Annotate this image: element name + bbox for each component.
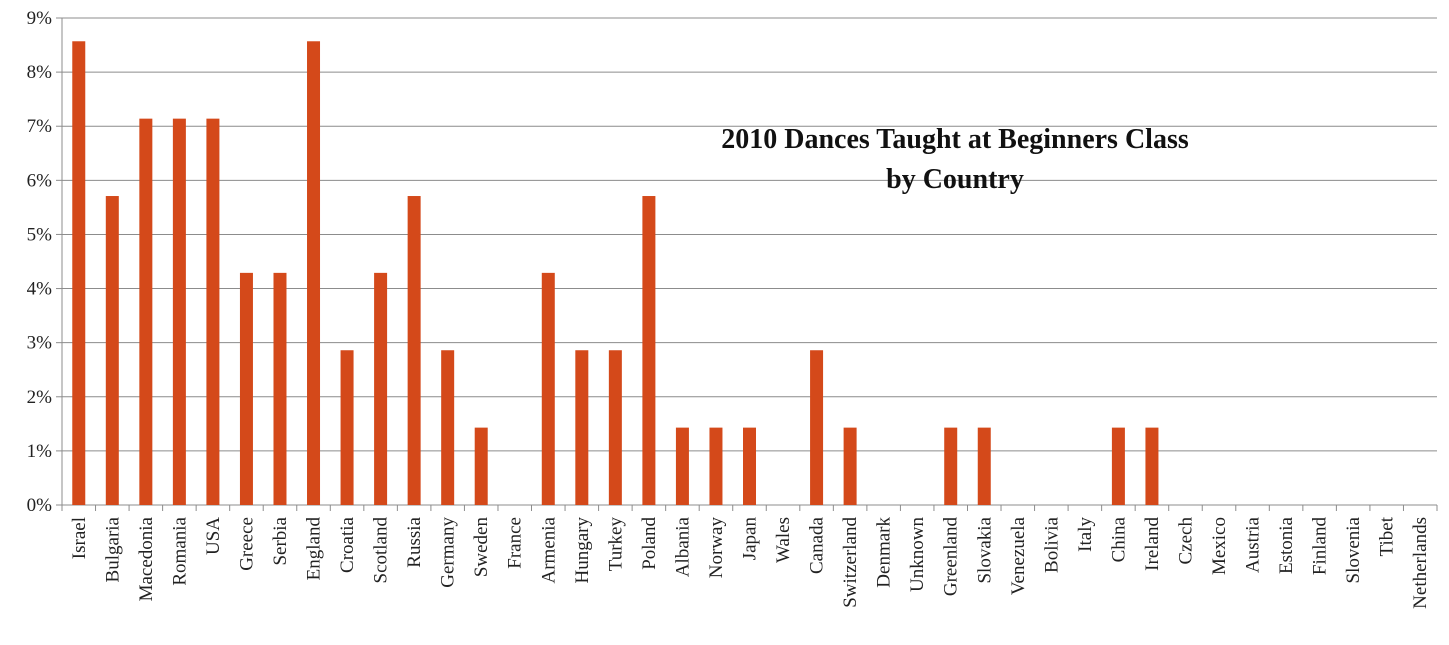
bar-serbia	[273, 272, 287, 505]
x-tick-label: Finland	[1310, 517, 1331, 576]
x-tick-label: Albania	[672, 516, 693, 577]
x-tick-label: Bulgaria	[102, 516, 123, 582]
bar-macedonia	[139, 118, 153, 505]
y-tick-label: 7%	[27, 116, 53, 137]
bar-england	[307, 41, 321, 506]
bar-bulgaria	[105, 196, 119, 505]
x-tick-label: Canada	[807, 516, 828, 574]
x-tick-label: Hungary	[572, 517, 593, 584]
bar-israel	[72, 41, 86, 506]
y-tick-label: 8%	[27, 62, 53, 83]
bars	[72, 41, 1159, 506]
bar-turkey	[608, 350, 622, 505]
x-tick-label: Germany	[438, 517, 459, 588]
y-tick-labels: 0% 1% 2% 3% 4% 5% 6% 7% 8% 9%	[27, 8, 53, 516]
x-tick-label: Netherlands	[1410, 517, 1431, 609]
x-tick-label: Bolivia	[1041, 516, 1062, 573]
x-tick-label: Switzerland	[840, 517, 861, 608]
y-tick-label: 4%	[27, 279, 53, 300]
bar-scotland	[374, 272, 388, 505]
x-tick-label: France	[505, 517, 526, 569]
x-tick-label: Greenland	[941, 517, 962, 597]
x-tick-label: Greece	[236, 517, 257, 571]
x-tick-label: Ireland	[1142, 517, 1163, 571]
x-tick-label: Italy	[1075, 517, 1096, 552]
chart-title-line-2: by Country	[886, 164, 1024, 195]
x-tick-label: China	[1108, 516, 1129, 562]
y-tick-label: 5%	[27, 224, 53, 245]
x-tick-label: Sweden	[471, 517, 492, 578]
chart-title-line-1: 2010 Dances Taught at Beginners Class	[721, 124, 1189, 155]
x-tick-label: Macedonia	[136, 516, 157, 601]
y-tick-label: 2%	[27, 387, 53, 408]
x-tick-labels: Israel Bulgaria Macedonia Romania USA Greece S…	[69, 516, 1431, 609]
y-tick-label: 0%	[27, 495, 53, 516]
x-tick-label: Mexico	[1209, 517, 1230, 575]
x-tick-label: Norway	[706, 517, 727, 579]
bar-greece	[239, 272, 253, 505]
bar-canada	[810, 350, 824, 505]
x-tick-label: USA	[203, 517, 224, 555]
x-tick-label: Slovakia	[974, 516, 995, 583]
bar-norway	[709, 427, 723, 505]
x-tick-label: Armenia	[538, 516, 559, 583]
bar-hungary	[575, 350, 589, 505]
x-tick-label: Tibet	[1377, 516, 1398, 556]
bar-albania	[675, 427, 689, 505]
x-tick-label: Unknown	[907, 517, 928, 592]
x-tick-label: Poland	[639, 517, 660, 570]
bar-russia	[407, 196, 421, 505]
bar-ireland	[1145, 427, 1159, 505]
y-tick-label: 3%	[27, 333, 53, 354]
x-tick-label: Romania	[169, 516, 190, 585]
y-tick-label: 6%	[27, 170, 53, 191]
bar-china	[1111, 427, 1125, 505]
x-tick-label: Israel	[69, 517, 90, 559]
x-tick-label: Czech	[1175, 517, 1196, 565]
y-tick-label: 9%	[27, 8, 53, 29]
bar-germany	[441, 350, 455, 505]
bar-greenland	[944, 427, 958, 505]
bar-japan	[743, 427, 756, 505]
bar-usa	[206, 118, 220, 505]
x-tick-label: Estonia	[1276, 516, 1297, 574]
x-tick-label: Denmark	[874, 517, 895, 588]
x-tick-label: Venezuela	[1008, 516, 1029, 595]
bar-switzerland	[843, 427, 857, 505]
x-tick-label: Scotland	[371, 517, 392, 584]
bar-armenia	[541, 272, 555, 505]
bar-poland	[642, 196, 656, 505]
bar-slovakia	[977, 427, 991, 505]
x-tick-label: Croatia	[337, 516, 358, 572]
x-tick-label: Japan	[740, 517, 761, 561]
gridlines	[56, 17, 1437, 506]
x-tick-label: Slovenia	[1343, 516, 1364, 583]
y-tick-label: 1%	[27, 441, 53, 462]
x-tick-label: Turkey	[605, 517, 626, 572]
x-tick-label: Austria	[1243, 516, 1264, 573]
bar-croatia	[340, 350, 354, 505]
bar-sweden	[474, 427, 488, 505]
x-tick-label: Serbia	[270, 516, 291, 565]
x-tick-label: Russia	[404, 516, 425, 567]
bar-romania	[172, 118, 186, 505]
x-tick-label: Wales	[773, 517, 794, 563]
x-tick-label: England	[304, 517, 325, 581]
